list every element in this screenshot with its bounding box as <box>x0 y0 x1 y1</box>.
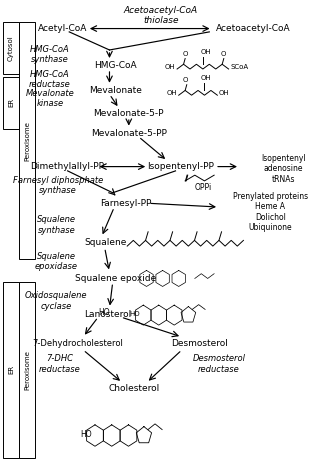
Text: Desmosterol
reductase: Desmosterol reductase <box>193 355 245 374</box>
Text: Cytosol: Cytosol <box>8 35 14 61</box>
Text: Peroxisome: Peroxisome <box>24 121 30 161</box>
Text: SCoA: SCoA <box>230 64 248 69</box>
Text: Isopentenyl
adenosine
tRNAs: Isopentenyl adenosine tRNAs <box>261 154 306 184</box>
Text: Dimethylallyl-PP: Dimethylallyl-PP <box>31 162 105 171</box>
Text: Squalene
synthase: Squalene synthase <box>37 216 76 235</box>
Text: OH: OH <box>201 49 211 55</box>
Text: HO: HO <box>129 311 140 317</box>
Text: Acetoacetyl-CoA
thiolase: Acetoacetyl-CoA thiolase <box>124 6 198 25</box>
Text: Mevalonate-5-PP: Mevalonate-5-PP <box>91 129 167 138</box>
Text: Oxidosqualene
cyclase: Oxidosqualene cyclase <box>25 291 88 310</box>
Text: ER: ER <box>8 98 14 108</box>
Bar <box>19 282 35 458</box>
Text: Acetyl-CoA: Acetyl-CoA <box>38 24 88 33</box>
Bar <box>19 22 35 259</box>
Bar <box>3 77 19 129</box>
Text: Squalene: Squalene <box>84 238 127 247</box>
Text: Lanosterol: Lanosterol <box>84 310 131 318</box>
Text: OPPi: OPPi <box>194 183 212 191</box>
Text: ER: ER <box>8 365 14 375</box>
Text: HMG-CoA
synthase: HMG-CoA synthase <box>30 45 70 64</box>
Text: Desmosterol: Desmosterol <box>171 339 228 348</box>
Text: Farnesyl-PP: Farnesyl-PP <box>100 199 151 208</box>
Bar <box>3 282 19 458</box>
Text: OH: OH <box>166 90 177 96</box>
Text: OH: OH <box>165 64 175 69</box>
Text: Prenylated proteins
Heme A
Dolichol
Ubiquinone: Prenylated proteins Heme A Dolichol Ubiq… <box>233 192 308 232</box>
Text: Mevalonate
kinase: Mevalonate kinase <box>25 89 74 108</box>
Text: Mevalonate-5-P: Mevalonate-5-P <box>94 109 164 118</box>
Text: OH: OH <box>201 75 211 81</box>
Text: OH: OH <box>219 90 230 96</box>
Text: Mevalonate: Mevalonate <box>90 86 142 95</box>
Text: O: O <box>221 51 226 57</box>
Text: 7-Dehydrocholesterol: 7-Dehydrocholesterol <box>32 339 123 348</box>
Text: Acetoacetyl-CoA: Acetoacetyl-CoA <box>215 24 290 33</box>
Text: Isopentenyl-PP: Isopentenyl-PP <box>147 162 214 171</box>
Text: O: O <box>183 51 188 57</box>
Text: 7-DHC
reductase: 7-DHC reductase <box>39 355 80 374</box>
Text: Squalene
epoxidase: Squalene epoxidase <box>35 252 78 271</box>
Text: Cholesterol: Cholesterol <box>108 385 159 393</box>
Text: O: O <box>183 77 188 83</box>
Bar <box>3 22 19 74</box>
Text: Squalene epoxide: Squalene epoxide <box>75 274 156 283</box>
Text: Farnesyl diphosphate
synthase: Farnesyl diphosphate synthase <box>13 176 103 195</box>
Text: HMG-CoA
reductase: HMG-CoA reductase <box>29 70 71 89</box>
Text: HO: HO <box>98 308 109 317</box>
Text: Peroxisome: Peroxisome <box>24 350 30 390</box>
Text: HO: HO <box>80 430 92 439</box>
Text: HMG-CoA: HMG-CoA <box>95 61 137 69</box>
